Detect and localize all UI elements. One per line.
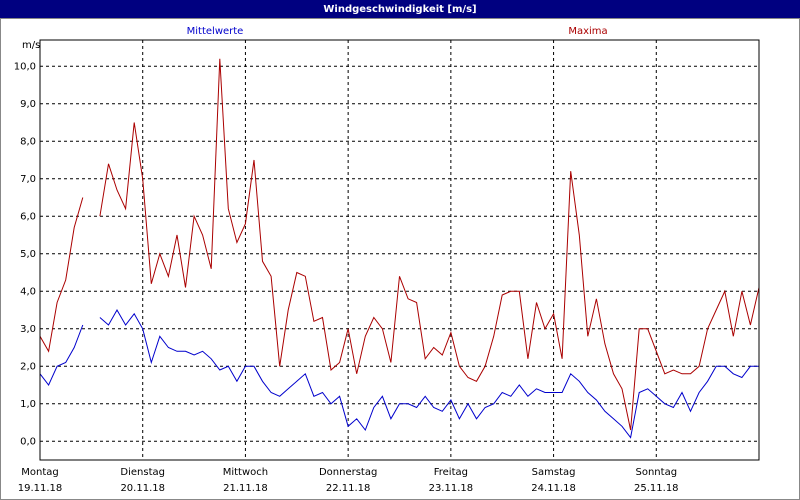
x-tick-label: Mittwoch	[223, 467, 268, 478]
legend-entry: Mittelwerte	[187, 26, 244, 37]
x-tick-label: Sonntag	[636, 467, 678, 478]
plot-border	[39, 39, 760, 461]
x-tick-date: 25.11.18	[634, 483, 679, 494]
x-tick-date: 22.11.18	[326, 483, 371, 494]
y-tick-label: 1,0	[20, 399, 36, 410]
series-line	[39, 308, 759, 439]
y-tick-label: 3,0	[20, 324, 36, 335]
y-tick-label: 10,0	[14, 61, 36, 72]
x-tick-label: Dienstag	[120, 467, 165, 478]
x-tick-label: Donnerstag	[319, 467, 377, 478]
y-tick-label: 4,0	[20, 286, 36, 297]
x-tick-date: 21.11.18	[223, 483, 268, 494]
x-tick-label: Freitag	[434, 467, 468, 478]
series-line	[39, 58, 760, 431]
y-tick-label: 6,0	[20, 211, 36, 222]
y-axis-label: m/s	[22, 40, 40, 51]
title-bar	[0, 0, 800, 18]
frame	[0, 18, 800, 500]
x-tick-date: 24.11.18	[531, 483, 576, 494]
x-tick-date: 23.11.18	[429, 483, 474, 494]
legend-entry: Maxima	[568, 26, 607, 37]
x-tick-label: Montag	[21, 467, 58, 478]
y-tick-label: 0,0	[20, 436, 36, 447]
y-tick-label: 7,0	[20, 174, 36, 185]
x-tick-date: 19.11.18	[18, 483, 63, 494]
x-tick-date: 20.11.18	[120, 483, 165, 494]
chart-title: Windgeschwindigkeit [m/s]	[323, 4, 476, 15]
y-tick-label: 2,0	[20, 361, 36, 372]
y-tick-label: 5,0	[20, 249, 36, 260]
x-tick-label: Samstag	[532, 467, 576, 478]
y-tick-label: 8,0	[20, 136, 36, 147]
y-tick-label: 9,0	[20, 99, 36, 110]
